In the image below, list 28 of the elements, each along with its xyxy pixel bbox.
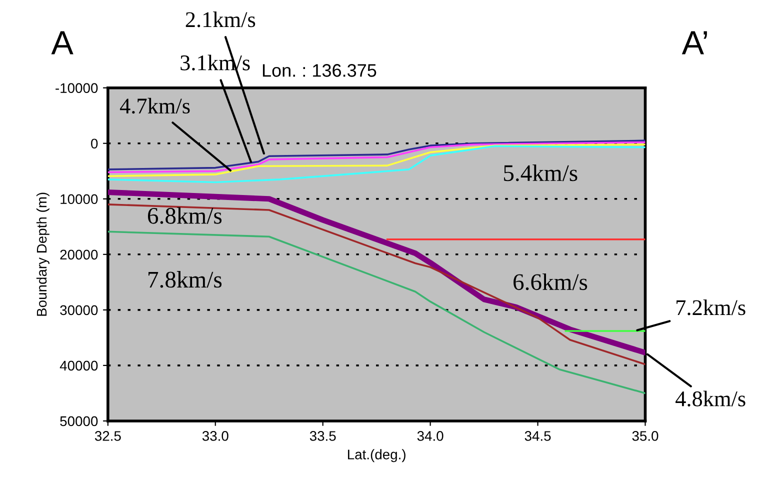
x-tick-label: 34.0 xyxy=(417,431,444,441)
y-axis-title: Boundary Depth (m) xyxy=(36,192,50,316)
annotation: 7.2km/s xyxy=(676,300,746,316)
x-tick-label: 34.5 xyxy=(524,431,551,441)
y-tick-label: 30000 xyxy=(60,305,98,316)
text: A xyxy=(51,31,74,54)
x-tick-label: 32.5 xyxy=(94,431,121,441)
y-tick-label: 20000 xyxy=(60,250,98,260)
x-axis-title: Lat.(deg.) xyxy=(348,449,406,462)
annotation: 4.7km/s xyxy=(120,98,190,114)
line-series xyxy=(108,230,646,394)
text: A’ xyxy=(682,31,707,54)
annotation: 6.6km/s xyxy=(514,273,588,290)
annotation: 7.8km/s xyxy=(148,271,222,288)
x-tick-label: 33.0 xyxy=(202,431,228,441)
y-tick-label: 10000 xyxy=(60,194,98,204)
y-tick-label: 50000 xyxy=(60,416,98,426)
x-tick-label: 33.5 xyxy=(310,431,336,441)
annotation: 5.4km/s xyxy=(504,164,578,182)
annotation: 2.1km/s xyxy=(186,12,256,28)
x-tick-label: 35.0 xyxy=(632,431,658,441)
text: Lon. : 136.375 xyxy=(262,64,376,77)
y-tick-label: 0 xyxy=(91,138,98,149)
line-series xyxy=(108,145,646,184)
y-tick-label: 40000 xyxy=(60,360,98,371)
y-tick-label: -10000 xyxy=(56,83,98,94)
annotation: 4.8km/s xyxy=(676,390,746,406)
annotation: 6.8km/s xyxy=(148,207,222,224)
